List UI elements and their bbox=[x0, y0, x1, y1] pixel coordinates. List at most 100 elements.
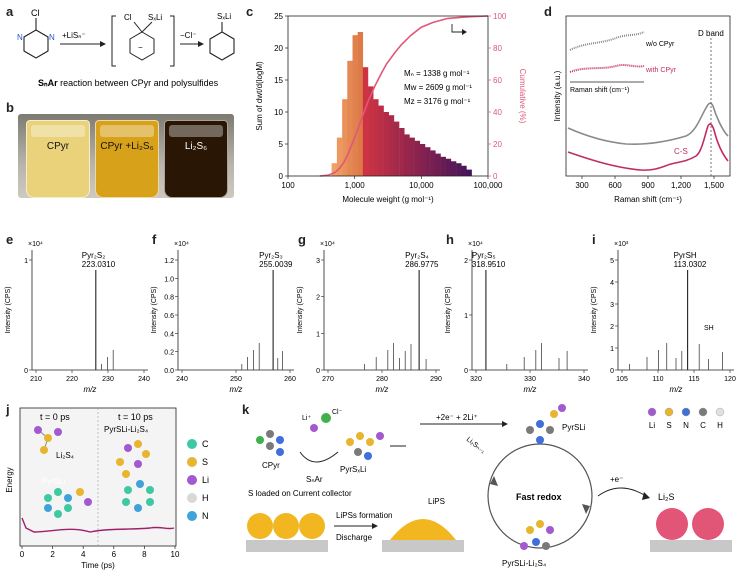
inset-gray bbox=[569, 31, 645, 51]
ms-species: PyrSH bbox=[674, 251, 697, 260]
panel-label-j: j bbox=[6, 402, 10, 417]
y-tick-label: 0 bbox=[279, 172, 284, 181]
right-y-ticks: 0 20 40 60 80 100 bbox=[488, 12, 507, 181]
ms-xtick: 250 bbox=[230, 376, 242, 383]
d-xtick-label: 900 bbox=[641, 181, 655, 190]
ms-xlabel: m/z bbox=[230, 385, 243, 394]
cpyr-cl-label: Cl bbox=[31, 8, 40, 18]
k-li-plus: Li⁺ bbox=[302, 415, 311, 422]
j-pyrsli-label: PyrSLi bbox=[42, 477, 66, 486]
ms-sh-label: SH bbox=[704, 325, 714, 332]
li2s-particle-2 bbox=[692, 508, 724, 540]
j-t0: t = 0 ps bbox=[40, 412, 70, 422]
int-cl: Cl bbox=[124, 13, 132, 22]
ms-ytick: 0.6 bbox=[164, 313, 174, 320]
ms-mass: 223.0310 bbox=[82, 260, 116, 269]
gpc-bar bbox=[388, 115, 395, 176]
ms-xtick: 230 bbox=[102, 376, 114, 383]
j-xtick-label: 6 bbox=[112, 550, 117, 559]
d-xlabel: Raman shift (cm⁻¹) bbox=[614, 195, 682, 204]
k-legend-swatch bbox=[664, 407, 674, 417]
c-mz: Mz = 3176 g mol⁻¹ bbox=[404, 97, 471, 106]
ms-xlabel: m/z bbox=[376, 385, 389, 394]
int-sxli: SₓLi bbox=[148, 13, 162, 22]
j-xtick-label: 8 bbox=[142, 550, 147, 559]
k-lips: LiPS bbox=[428, 497, 445, 506]
k-plus-e: +e⁻ bbox=[610, 475, 623, 484]
k-electrons: +2e⁻ + 2Li⁺ bbox=[436, 413, 478, 422]
ms-scale: ×10⁴ bbox=[468, 241, 483, 248]
panel-label-h: h bbox=[446, 232, 454, 247]
sulfur-particle-2 bbox=[273, 513, 299, 539]
j-xtick-label: 4 bbox=[81, 550, 86, 559]
panel-k: S loaded on Current collector LiPSs form… bbox=[246, 404, 732, 568]
j-xtick-label: 10 bbox=[171, 550, 180, 559]
j-li2s4-cluster bbox=[34, 426, 62, 454]
k-fast-redox: Fast redox bbox=[516, 492, 562, 502]
right-tick-label: 80 bbox=[493, 44, 502, 53]
panel-label-f: f bbox=[152, 232, 157, 247]
ms-ytick: 1.0 bbox=[164, 276, 174, 283]
right-tick-label: 20 bbox=[493, 140, 502, 149]
j-t10: t = 10 ps bbox=[118, 412, 153, 422]
ms-xtick: 260 bbox=[284, 376, 296, 383]
li2s-particle-1 bbox=[656, 508, 688, 540]
cumulative-curve bbox=[319, 15, 489, 177]
collector-right bbox=[650, 540, 732, 552]
k-pyrsxli-molecule bbox=[346, 432, 384, 460]
ms-ytick: 1 bbox=[464, 313, 468, 320]
y-tick-label: 15 bbox=[274, 76, 283, 85]
scheme-caption: SₙAr reaction between CPyr and polysulfi… bbox=[38, 78, 219, 88]
k-pyrsli: PyrSLi bbox=[562, 423, 586, 432]
x-tick-label: 100,000 bbox=[474, 181, 503, 190]
right-tick-label: 40 bbox=[493, 108, 502, 117]
gpc-bar bbox=[393, 121, 400, 176]
ms-xtick: 330 bbox=[524, 376, 536, 383]
gpc-bar bbox=[378, 105, 384, 176]
gpc-bar bbox=[404, 134, 410, 176]
ms-xtick: 220 bbox=[66, 376, 78, 383]
ms-xtick: 120 bbox=[724, 376, 736, 383]
k-li2sn1: Li₂Sₙ₋₁ bbox=[465, 436, 487, 455]
panel-label-i: i bbox=[592, 232, 596, 247]
gpc-bar bbox=[331, 163, 337, 176]
legend-pink-label: with CPyr bbox=[645, 67, 677, 74]
j-xtick-label: 2 bbox=[50, 550, 55, 559]
k-legend-label: N bbox=[683, 421, 689, 430]
right-tick-label: 60 bbox=[493, 76, 502, 85]
ms-xtick: 280 bbox=[376, 376, 388, 383]
cs-label: C-S bbox=[674, 147, 688, 156]
ms-xtick: 240 bbox=[138, 376, 150, 383]
d-xtick-label: 1,200 bbox=[671, 181, 692, 190]
ms-scale: ×10⁴ bbox=[28, 241, 43, 248]
k-atom-legend: Li S N C H bbox=[647, 407, 725, 430]
vial-li2s6: Li₂S₆ bbox=[164, 120, 228, 198]
j-legend-swatch bbox=[187, 439, 197, 449]
k-pyrsli-molecule bbox=[526, 404, 566, 444]
ms-ylabel: Intensity (CPS) bbox=[591, 286, 598, 333]
d-xtick-label: 600 bbox=[608, 181, 622, 190]
gpc-bar bbox=[342, 99, 348, 176]
cpyr-n2: N bbox=[17, 33, 23, 42]
ms-ylabel: Intensity (CPS) bbox=[5, 286, 12, 333]
ms-ytick: 2 bbox=[316, 295, 320, 302]
ms-ytick: 3 bbox=[610, 302, 614, 309]
gpc-bars bbox=[331, 32, 472, 177]
ms-ytick: 0 bbox=[316, 368, 320, 375]
gpc-bar bbox=[445, 158, 452, 176]
ms-species: Pyr₂S₄ bbox=[405, 251, 429, 260]
y-tick-label: 20 bbox=[274, 44, 283, 53]
ms-mass: 255.0039 bbox=[259, 260, 293, 269]
gpc-bar bbox=[430, 150, 436, 176]
raman-curve-pink bbox=[567, 123, 729, 171]
y-tick-label: 25 bbox=[274, 12, 283, 21]
gpc-bar bbox=[419, 144, 426, 176]
k-legend-swatch bbox=[681, 407, 691, 417]
ms-xtick: 210 bbox=[30, 376, 42, 383]
ms-xtick: 110 bbox=[652, 376, 663, 383]
right-tick-label: 100 bbox=[493, 12, 507, 21]
k-legend-swatch bbox=[715, 407, 725, 417]
ms-xlabel: m/z bbox=[670, 385, 683, 394]
x-tick-label: 100 bbox=[281, 181, 295, 190]
